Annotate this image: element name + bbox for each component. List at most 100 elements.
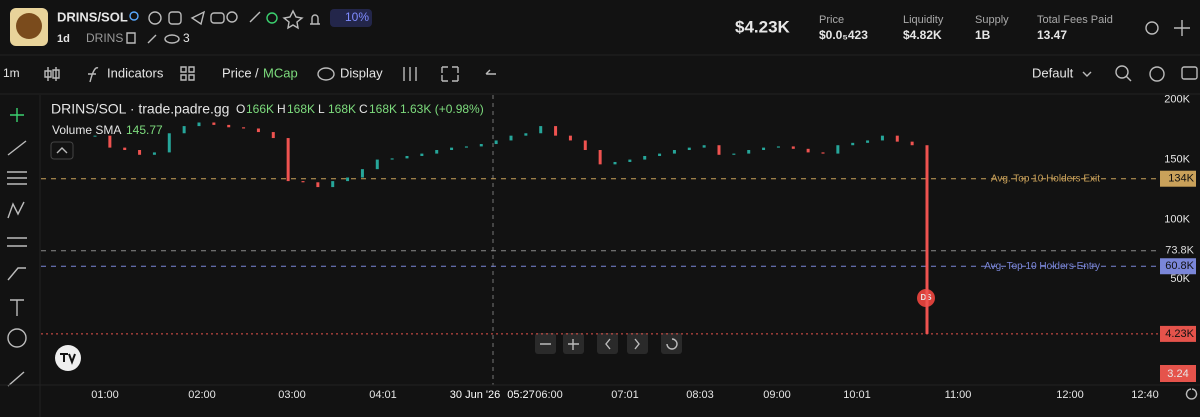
volume-label: Volume SMA — [52, 123, 121, 137]
tv-logo — [55, 345, 81, 371]
candle — [821, 152, 825, 154]
candle — [256, 128, 260, 133]
candle — [866, 140, 870, 143]
header-icons[interactable] — [129, 9, 320, 30]
watchers: 3 — [183, 31, 190, 45]
candle — [286, 138, 290, 182]
interval[interactable]: 1m — [3, 66, 20, 80]
candle — [450, 147, 454, 151]
level-text: Avg. Top 10 Holders Exit — [991, 173, 1100, 184]
level-text: Avg. Top 10 Holders Entry — [984, 261, 1100, 272]
candle — [167, 133, 171, 153]
candle — [479, 144, 483, 147]
candle — [583, 140, 587, 151]
layout[interactable]: Default — [1032, 65, 1074, 80]
candle — [925, 145, 929, 334]
level-label: 4.23K — [1165, 328, 1194, 340]
price-toggle[interactable]: Price — [222, 65, 252, 80]
stat-label: Supply — [975, 14, 1009, 26]
stat-value: 1B — [975, 28, 991, 42]
candle — [271, 132, 275, 139]
candle — [197, 122, 201, 127]
tool-icons[interactable] — [403, 66, 496, 82]
candle — [212, 122, 216, 125]
display[interactable]: Display — [340, 65, 383, 80]
candle — [509, 135, 513, 141]
level-tag — [1160, 325, 1196, 342]
header-actions[interactable] — [1145, 20, 1190, 36]
x-tick-label: 08:03 — [686, 389, 714, 401]
drawing-tools[interactable] — [7, 108, 27, 387]
candle — [717, 145, 721, 155]
candle — [138, 150, 142, 155]
settings-icon[interactable] — [1185, 388, 1198, 400]
y-tick-label: 200K — [1164, 94, 1190, 106]
candle — [613, 161, 617, 165]
candle — [331, 181, 335, 188]
badge-text: 10% — [345, 10, 369, 24]
candle — [227, 124, 231, 128]
templates-icon[interactable] — [180, 66, 195, 81]
stat-value: $4.82K — [903, 28, 942, 42]
eye-icon — [164, 34, 180, 44]
x-tick-label: 11:00 — [945, 389, 972, 401]
candle — [360, 169, 364, 178]
copy-icons[interactable] — [126, 32, 157, 44]
candle — [895, 135, 899, 142]
x-tick-label: 30 Jun '26 — [450, 389, 500, 401]
mcap-toggle[interactable]: MCap — [263, 65, 298, 80]
candle — [851, 142, 855, 146]
stat-value: $0.0₅423 — [819, 28, 868, 42]
pair: DRINS/SOL — [57, 9, 128, 24]
x-tick-label: 03:00 — [278, 389, 306, 401]
nav-buttons[interactable] — [535, 333, 682, 354]
candle — [375, 159, 379, 170]
candle — [464, 146, 468, 148]
y-tick-label: 50K — [1170, 273, 1190, 285]
candle — [346, 177, 350, 182]
candle — [182, 126, 186, 134]
x-tick-label: 04:01 — [369, 389, 397, 401]
candle — [747, 150, 751, 154]
y-tick-label: 150K — [1164, 153, 1190, 165]
collapse-icon — [56, 147, 68, 154]
right-tools[interactable] — [1082, 65, 1198, 82]
candle — [598, 150, 602, 165]
collapse-button[interactable] — [50, 141, 74, 160]
candle — [762, 147, 766, 151]
candle — [910, 141, 914, 146]
candle — [301, 181, 305, 183]
ohlc-value: 168K — [287, 102, 315, 116]
level-tag — [1160, 258, 1196, 275]
level-tag — [1160, 170, 1196, 187]
badge[interactable] — [330, 9, 372, 27]
ohlc-key: C — [359, 102, 368, 116]
candle — [420, 153, 424, 156]
candle — [732, 153, 736, 155]
x-tick-label: 06:00 — [535, 389, 563, 401]
tv-logo-mark — [60, 353, 76, 365]
candle — [123, 147, 127, 151]
candle — [405, 155, 409, 159]
fx-icon[interactable] — [88, 67, 99, 83]
candle — [524, 133, 528, 136]
indicators[interactable]: Indicators — [107, 65, 164, 80]
chart: DRINS/SOL · trade.padre.gg Volume SMA 14… — [0, 94, 1200, 401]
x-tick-label: 05:27 — [507, 389, 535, 401]
candle — [643, 155, 647, 160]
ohlc-value: 168K — [328, 102, 356, 116]
candle-icon[interactable] — [44, 67, 60, 81]
ohlc-key: O — [236, 102, 245, 116]
y-tick-label: 100K — [1164, 213, 1190, 225]
level-label: 73.8K — [1165, 245, 1194, 257]
candle — [568, 135, 572, 141]
ohlc-key: H — [277, 102, 286, 116]
candle — [628, 159, 632, 162]
candle — [880, 135, 884, 141]
x-tick-label: 01:00 — [91, 389, 119, 401]
candle — [836, 145, 840, 154]
x-tick-label: 12:40 — [1131, 389, 1159, 401]
